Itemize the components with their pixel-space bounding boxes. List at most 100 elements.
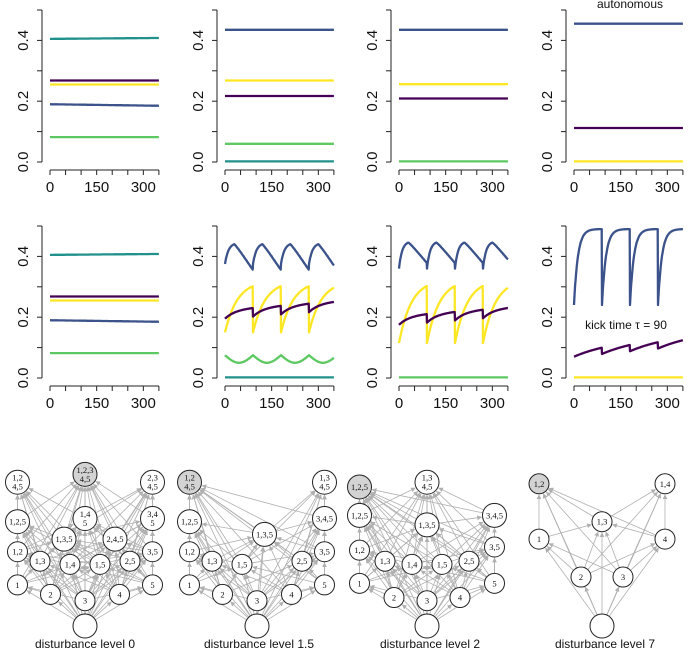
edge [370, 492, 417, 520]
annotation-autonomous: autonomous [597, 0, 663, 11]
x-tick-label: 150 [84, 179, 109, 196]
x-tick-label: 300 [131, 395, 156, 412]
y-tick-label: 0.0 [539, 368, 556, 389]
x-tick-label: 150 [259, 179, 284, 196]
edge [300, 586, 315, 592]
edge [389, 493, 422, 553]
edge [75, 542, 121, 559]
node-label: 1,5 [437, 559, 448, 569]
x-tick-label: 150 [608, 395, 633, 412]
node-1-3-4-5: 1,34,5 [312, 469, 337, 495]
edge [231, 564, 293, 591]
edge [49, 564, 111, 591]
y-tick-label: 0.4 [539, 30, 556, 51]
edge [219, 568, 250, 595]
caption-3: disturbance level 2 [380, 637, 480, 651]
edge [309, 568, 318, 578]
node-4: 4 [109, 583, 130, 605]
node-3-4-5: 3,4,5 [312, 506, 337, 532]
node-2-4-5: 2,4,5 [102, 526, 128, 552]
node-1-2-5: 1,2,5 [177, 509, 202, 535]
edge [612, 523, 656, 537]
x-tick-label: 150 [433, 179, 458, 196]
edge [26, 590, 75, 621]
series-line-blue [572, 227, 684, 307]
edge [430, 574, 439, 592]
edge [109, 567, 144, 582]
edge [199, 529, 235, 559]
edge [589, 543, 656, 574]
edge [365, 526, 381, 553]
node-empty [414, 613, 440, 639]
x-tick-label: 0 [221, 179, 229, 196]
edge [196, 532, 251, 617]
node-1: 1 [528, 528, 550, 550]
edge [371, 488, 483, 514]
node-label: 1,2,5 [351, 510, 368, 520]
edge [93, 483, 147, 545]
node-label: 4,5 [80, 474, 91, 484]
y-tick-label: 0.4 [539, 246, 556, 267]
edge [367, 496, 454, 591]
edge [368, 523, 405, 558]
y-tick-label: 0.4 [190, 30, 207, 51]
panel-r2-c4: 0.0 0.2 0.4 0 150 300 kick time τ = 90 [539, 225, 684, 412]
x-tick-label: 300 [306, 179, 331, 196]
x-tick-label: 0 [570, 179, 578, 196]
annotation-kick_time: kick time τ = 90 [585, 318, 667, 332]
y-tick-label: 0.4 [190, 246, 207, 267]
node-4: 4 [281, 583, 302, 605]
node-1-2: 1,2 [7, 541, 28, 563]
edge [438, 527, 486, 545]
edge [276, 536, 316, 550]
node-label: 3 [83, 596, 87, 606]
node-5: 5 [314, 574, 335, 596]
edge [610, 489, 657, 517]
node-label: 1,2 [354, 545, 365, 555]
node-1-5: 1,5 [231, 553, 253, 575]
node-1-4-5: 1,45 [72, 506, 98, 532]
panel-r2-c2: 0.0 0.2 0.4 0 150 300 [190, 225, 335, 412]
series-line-blue [223, 243, 335, 271]
network-4: 1 2 3 4 1,3 1,2 1,4 [528, 473, 676, 639]
node-label: 5 [150, 518, 154, 528]
x-tick-label: 300 [655, 179, 680, 196]
node-1-2: 1,2 [179, 541, 200, 563]
edge [23, 532, 36, 553]
caption-1: disturbance level 0 [35, 637, 135, 651]
panel-r1-c3: 0.0 0.2 0.4 0 150 300 [364, 9, 509, 196]
edge [245, 574, 254, 592]
series-line-teal [49, 36, 160, 41]
node-label: 5 [150, 580, 154, 590]
node-label: 1 [15, 580, 19, 590]
edge [435, 604, 453, 619]
edge [587, 491, 658, 570]
edge [608, 547, 659, 617]
node-1-3-5: 1,3,5 [414, 512, 440, 538]
edge [27, 481, 75, 516]
y-tick-label: 0.0 [190, 368, 207, 389]
edge [297, 560, 319, 587]
node-label: 1,3 [319, 473, 330, 483]
node-label: 5 [492, 578, 496, 588]
node-2: 2 [40, 583, 61, 605]
node-2-5: 2,5 [119, 550, 141, 572]
node-1-2-4-5: 1,24,5 [177, 469, 202, 495]
node-3: 3 [74, 590, 96, 612]
edge [195, 493, 253, 593]
edge [438, 487, 484, 511]
node-1-3-5: 1,3,5 [51, 526, 77, 552]
x-tick-label: 300 [480, 395, 505, 412]
node-label: 3,4 [147, 509, 158, 519]
node-empty [244, 613, 270, 639]
edge [543, 493, 578, 569]
edge [134, 529, 147, 553]
edge [392, 568, 420, 595]
edge [93, 527, 146, 579]
node-label: 1 [357, 578, 361, 588]
edge [398, 573, 408, 589]
node-label: 1,3 [597, 517, 608, 527]
edge [47, 568, 78, 595]
series-line-blue [397, 241, 509, 270]
edge [248, 491, 316, 558]
